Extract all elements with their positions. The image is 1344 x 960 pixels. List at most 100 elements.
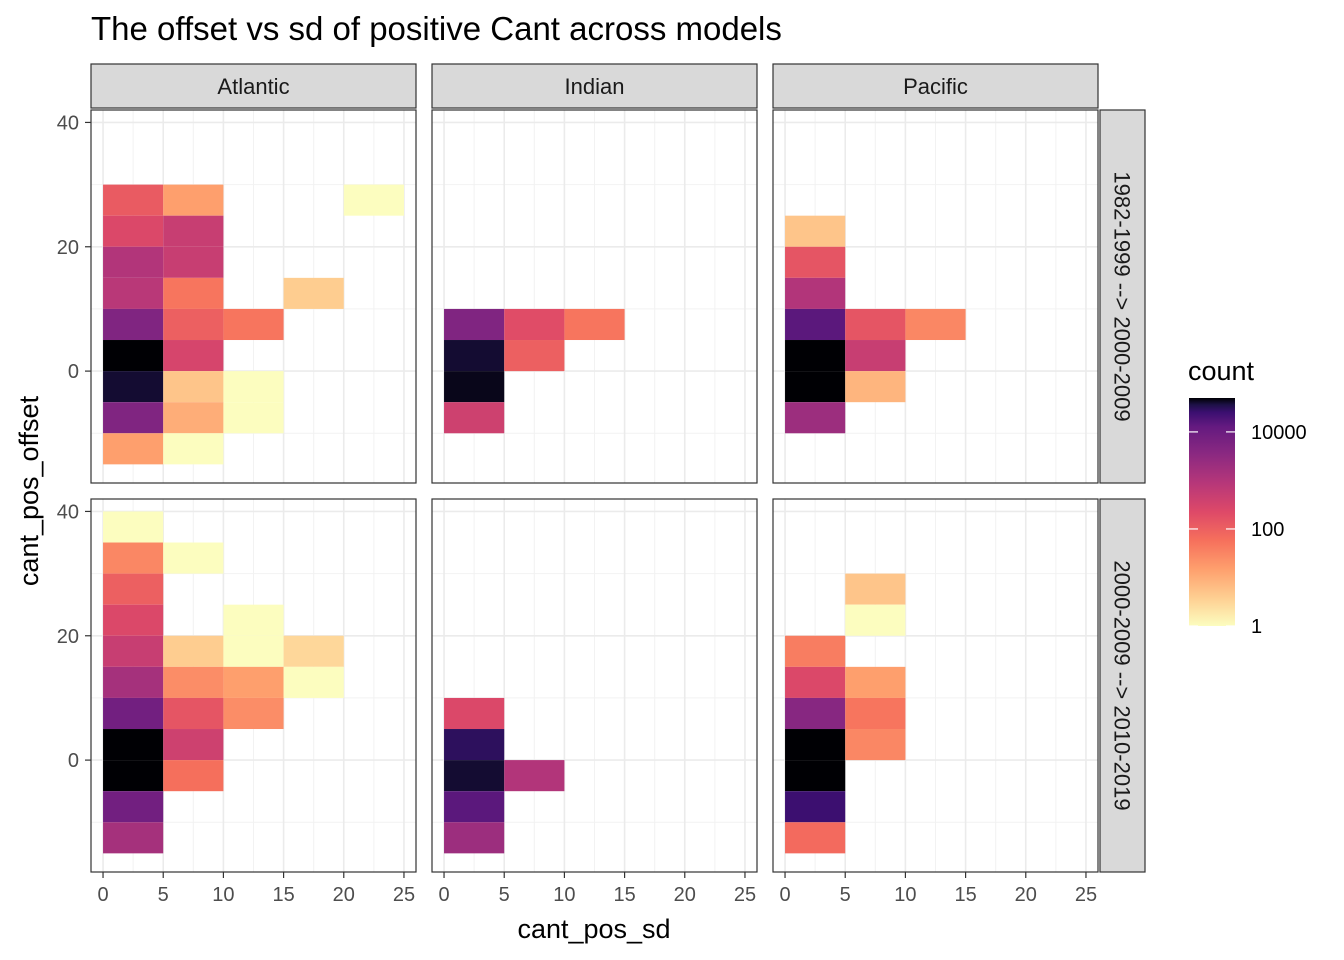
- x-tick-label: 10: [212, 884, 234, 906]
- heatmap-cell: [785, 277, 846, 309]
- panel-border: [772, 498, 1099, 873]
- heatmap-cell: [785, 666, 846, 698]
- x-tick-label: 20: [1015, 884, 1037, 906]
- legend-ticks: 1 100 10000: [1189, 422, 1307, 638]
- heatmap-cell: [103, 791, 164, 823]
- panel-atlantic-row-2: [90, 498, 417, 873]
- column-strip: [431, 63, 758, 109]
- heatmap-cell: [163, 729, 224, 761]
- heatmap-cell: [785, 760, 846, 792]
- heatmap-cell: [845, 340, 906, 372]
- heatmap-cell: [845, 729, 906, 761]
- heatmap-cell: [905, 308, 966, 341]
- legend-title: count: [1188, 356, 1255, 386]
- x-tick-label: 5: [499, 884, 510, 906]
- heatmap-cell: [163, 215, 224, 247]
- heatmap-cell: [444, 822, 505, 854]
- heatmap-cell: [785, 697, 846, 730]
- heatmap-cell: [103, 371, 164, 403]
- y-tick-label: 20: [57, 237, 79, 259]
- y-tick-label: 20: [57, 626, 79, 648]
- heatmap-cell: [163, 635, 224, 667]
- heatmap-cell: [845, 666, 906, 698]
- heatmap-cell: [163, 371, 224, 403]
- heatmap-cell: [103, 215, 164, 247]
- x-tick-label: 10: [553, 884, 575, 906]
- heatmap-cell: [564, 308, 625, 341]
- heatmap-cell: [163, 542, 224, 574]
- x-tick-label: 25: [393, 884, 415, 906]
- panels-layer: [90, 109, 1099, 873]
- heatmap-cell: [343, 184, 404, 216]
- legend-colorbar: [1189, 398, 1235, 626]
- heatmap-cell: [223, 308, 284, 341]
- panel-border: [90, 109, 417, 484]
- y-tick-label: 40: [57, 112, 79, 134]
- heatmap-cell: [103, 697, 164, 730]
- heatmap-cell: [103, 184, 164, 216]
- x-tick-label: 5: [840, 884, 851, 906]
- x-tick-label: 0: [779, 884, 790, 906]
- heatmap-cell: [103, 729, 164, 761]
- panel-pacific-row-1: [772, 109, 1099, 484]
- heatmap-cell: [785, 246, 846, 278]
- x-tick-label: 15: [954, 884, 976, 906]
- row-strip-label: 2000-2009 --> 2010-2019: [1110, 560, 1135, 810]
- heatmap-cell: [163, 402, 224, 434]
- heatmap-cell: [223, 604, 284, 636]
- heatmap-cell: [444, 308, 505, 341]
- panel-border: [431, 109, 758, 484]
- heatmap-cell: [103, 433, 164, 465]
- heatmap-cell: [223, 697, 284, 730]
- heatmap-cell: [785, 340, 846, 372]
- heatmap-cell: [283, 635, 344, 667]
- heatmap-cell: [223, 371, 284, 403]
- heatmap-cell: [504, 760, 565, 792]
- heatmap-cell: [103, 573, 164, 605]
- heatmap-cell: [444, 760, 505, 792]
- heatmap-cell: [103, 402, 164, 434]
- heatmap-cell: [785, 729, 846, 761]
- legend-break-label: 100: [1251, 519, 1284, 541]
- y-axis-title: cant_pos_offset: [14, 395, 44, 586]
- panel-border: [90, 498, 417, 873]
- legend-break-label: 10000: [1251, 422, 1307, 444]
- heatmap-cell: [223, 635, 284, 667]
- heatmap-cell: [504, 340, 565, 372]
- heatmap-cell: [785, 371, 846, 403]
- heatmap-cell: [223, 666, 284, 698]
- heatmap-cell: [163, 184, 224, 216]
- y-tick-label: 0: [68, 750, 79, 772]
- heatmap-cell: [785, 308, 846, 341]
- panel-atlantic-row-1: [90, 109, 417, 484]
- x-tick-label: 0: [438, 884, 449, 906]
- heatmap-cell: [845, 573, 906, 605]
- x-tick-label: 5: [158, 884, 169, 906]
- heatmap-cell: [103, 822, 164, 854]
- heatmap-cell: [163, 666, 224, 698]
- heatmap-cell: [163, 308, 224, 341]
- x-tick-label: 15: [272, 884, 294, 906]
- heatmap-cell: [103, 511, 164, 543]
- heatmap-cell: [103, 760, 164, 792]
- heatmap-cell: [444, 371, 505, 403]
- heatmap-cell: [785, 402, 846, 434]
- panel-border: [772, 109, 1099, 484]
- x-tick-label: 10: [894, 884, 916, 906]
- heatmap-cell: [103, 542, 164, 574]
- color-legend: count 1 100 10000: [1188, 356, 1307, 638]
- heatmap-cell: [283, 277, 344, 309]
- heatmap-cell: [223, 402, 284, 434]
- panel-pacific-row-2: [772, 498, 1099, 873]
- heatmap-cell: [163, 760, 224, 792]
- x-axis-title: cant_pos_sd: [517, 914, 670, 944]
- heatmap-cell: [444, 791, 505, 823]
- heatmap-cell: [785, 822, 846, 854]
- heatmap-cell: [785, 791, 846, 823]
- heatmap-cell: [103, 277, 164, 309]
- heatmap-cell: [103, 308, 164, 341]
- heatmap-cell: [103, 666, 164, 698]
- x-tick-label: 25: [1075, 884, 1097, 906]
- heatmap-cell: [444, 697, 505, 730]
